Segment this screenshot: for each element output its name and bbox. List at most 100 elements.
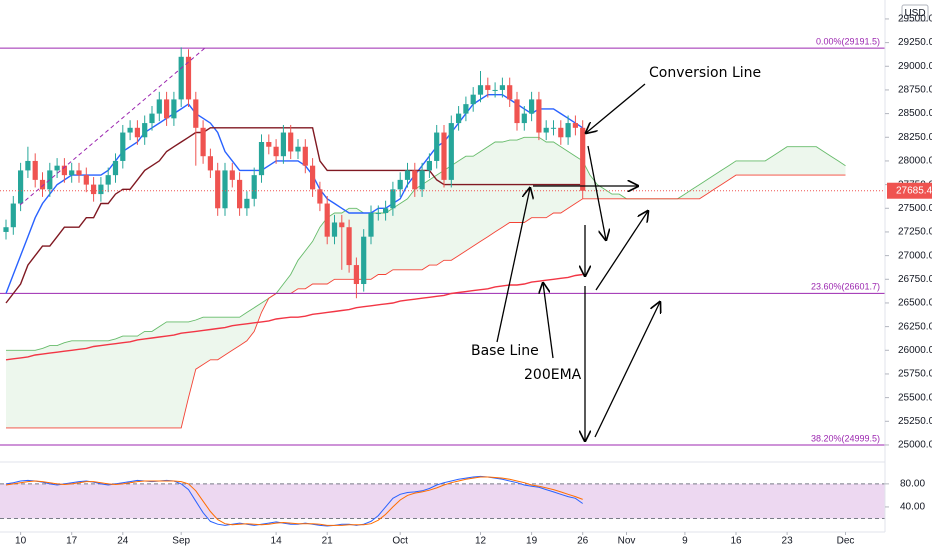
candle-body xyxy=(361,236,367,285)
candle-body xyxy=(492,89,498,91)
x-tick-label: 10 xyxy=(15,536,27,547)
annotation: 200EMA xyxy=(524,367,582,383)
y-tick-label: 28000.0 xyxy=(898,156,932,167)
arrow xyxy=(595,211,648,291)
candle-body xyxy=(120,132,126,161)
candle-body xyxy=(193,99,199,128)
candle-body xyxy=(346,227,352,266)
annotation: Base Line xyxy=(471,343,539,359)
candle-body xyxy=(470,94,476,105)
last-price-box xyxy=(887,182,932,199)
arrow xyxy=(496,188,530,343)
currency-box[interactable] xyxy=(901,4,929,22)
candle-body xyxy=(368,213,374,237)
arrow xyxy=(594,302,660,438)
candle-body xyxy=(288,132,294,152)
candle-body xyxy=(558,127,564,138)
candle-body xyxy=(251,175,257,199)
candle-body xyxy=(142,123,148,138)
x-tick-label: 14 xyxy=(271,536,283,547)
y-tick-label: 29500.0 xyxy=(898,14,932,25)
candle-body xyxy=(412,170,418,190)
candle-body xyxy=(317,189,323,204)
candle-body xyxy=(383,208,389,214)
candle-body xyxy=(514,99,520,124)
candle-body xyxy=(499,85,505,90)
candle-body xyxy=(76,170,82,176)
x-tick-label: Nov xyxy=(618,536,636,547)
candle-body xyxy=(149,113,155,124)
candle-body xyxy=(105,175,111,185)
fib-trend-line xyxy=(19,47,206,206)
candle-body xyxy=(258,142,265,176)
candle-body xyxy=(273,146,279,157)
candle-body xyxy=(156,99,162,114)
candle-body xyxy=(390,189,396,209)
candle-body xyxy=(280,132,286,157)
indicator-line xyxy=(5,273,583,361)
y-tick-label: 25250.0 xyxy=(898,416,932,427)
candle-body xyxy=(426,160,432,171)
candle-body xyxy=(171,99,177,119)
candle-body xyxy=(397,179,403,190)
candle-body xyxy=(543,127,549,133)
candle-body xyxy=(229,170,235,180)
candle-body xyxy=(353,265,359,285)
candle-body xyxy=(215,170,221,209)
indicator-line xyxy=(5,94,584,294)
arrow xyxy=(586,83,646,133)
candle-body xyxy=(200,127,206,157)
currency[interactable]: USD xyxy=(904,8,925,19)
candle-body xyxy=(441,132,447,180)
fib-label: 23.60%(26601.7) xyxy=(811,282,880,292)
candle-body xyxy=(580,127,586,191)
candle-body xyxy=(302,146,308,166)
candle-body xyxy=(463,104,469,114)
x-tick-label: 23 xyxy=(782,536,794,547)
x-tick-label: 19 xyxy=(526,536,538,547)
y2-tick-label: 80.00 xyxy=(900,479,925,490)
candle-body xyxy=(98,184,104,195)
oscillator-band xyxy=(0,483,885,519)
candle-body xyxy=(448,123,454,180)
candle-body xyxy=(572,123,578,128)
y-tick-label: 25000.0 xyxy=(898,440,932,451)
cloud-line xyxy=(6,174,846,429)
x-tick-label: 21 xyxy=(322,536,334,547)
candle-body xyxy=(83,175,89,185)
y-tick-label: 29250.0 xyxy=(898,37,932,48)
x-tick-label: Oct xyxy=(392,536,408,547)
y-tick-label: 28250.0 xyxy=(898,132,932,143)
candle-body xyxy=(18,170,24,204)
y-tick-label: 25500.0 xyxy=(898,392,932,403)
arrow xyxy=(587,145,606,240)
candle-body xyxy=(54,165,60,171)
candle-body xyxy=(266,142,272,147)
y-tick-label: 28750.0 xyxy=(898,85,932,96)
candle-body xyxy=(324,203,330,237)
candle-body xyxy=(222,170,228,209)
candle-body xyxy=(207,156,213,171)
candle-body xyxy=(244,198,250,209)
arrows xyxy=(496,83,660,441)
y-tick-label: 26500.0 xyxy=(898,298,932,309)
candle-body xyxy=(331,222,338,237)
candle-body xyxy=(39,179,46,190)
candle-body xyxy=(32,160,38,180)
candle-body xyxy=(485,85,491,90)
y-tick-label: 28500.0 xyxy=(898,108,932,119)
y-tick-label: 27000.0 xyxy=(898,250,932,261)
annotation: Conversion Line xyxy=(649,65,761,81)
candle-body xyxy=(404,170,411,180)
cloud-line xyxy=(6,136,846,351)
cloud-fill xyxy=(6,137,846,428)
candle-body xyxy=(529,99,535,114)
arrow xyxy=(543,283,554,359)
x-tick-label: 17 xyxy=(66,536,78,547)
candle-body xyxy=(565,123,571,138)
y-tick-label: 26250.0 xyxy=(898,321,932,332)
x-tick-label: 26 xyxy=(577,536,589,547)
indicator-line xyxy=(5,127,583,304)
candle-body xyxy=(112,160,119,176)
